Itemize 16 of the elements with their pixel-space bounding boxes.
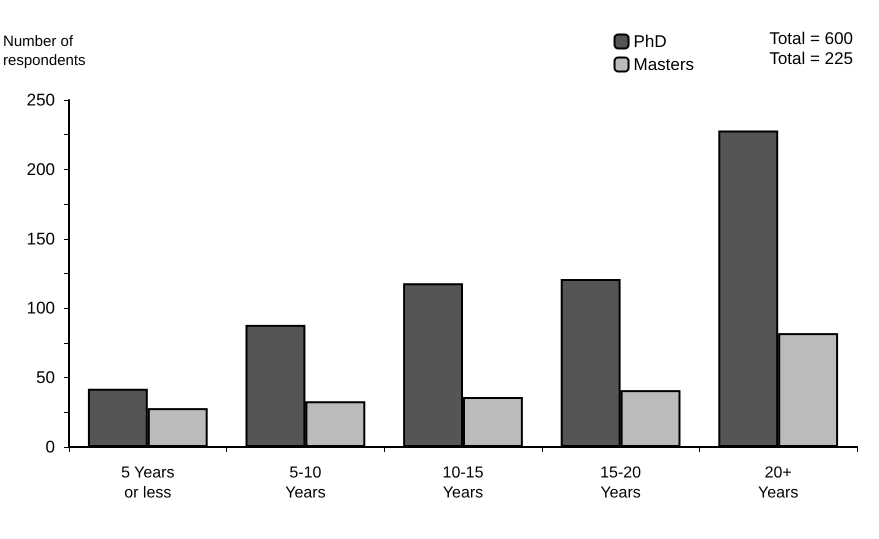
- y-tick-label: 150: [26, 229, 55, 248]
- x-tick-label: 10-15 Years: [442, 464, 484, 502]
- x-tick-label: 15-20 Years: [600, 464, 642, 502]
- y-tick-label: 250: [26, 90, 55, 110]
- text: Total = 600: [769, 29, 854, 48]
- y-tick-label: 100: [26, 298, 55, 318]
- y-tick-label: 0: [46, 438, 55, 456]
- y-tick-label: 50: [36, 368, 55, 388]
- y-tick-label: 200: [26, 160, 55, 179]
- legend-label: PhD: [634, 32, 667, 51]
- x-tick-label: 5-10 Years: [285, 464, 326, 502]
- legend-label: Masters: [634, 55, 694, 74]
- x-tick-label: 20+ Years: [758, 464, 798, 502]
- text: Total = 225: [769, 49, 854, 68]
- x-tick-label: 5 Years or less: [121, 464, 174, 502]
- y-axis-title: Number of respondents: [3, 33, 86, 69]
